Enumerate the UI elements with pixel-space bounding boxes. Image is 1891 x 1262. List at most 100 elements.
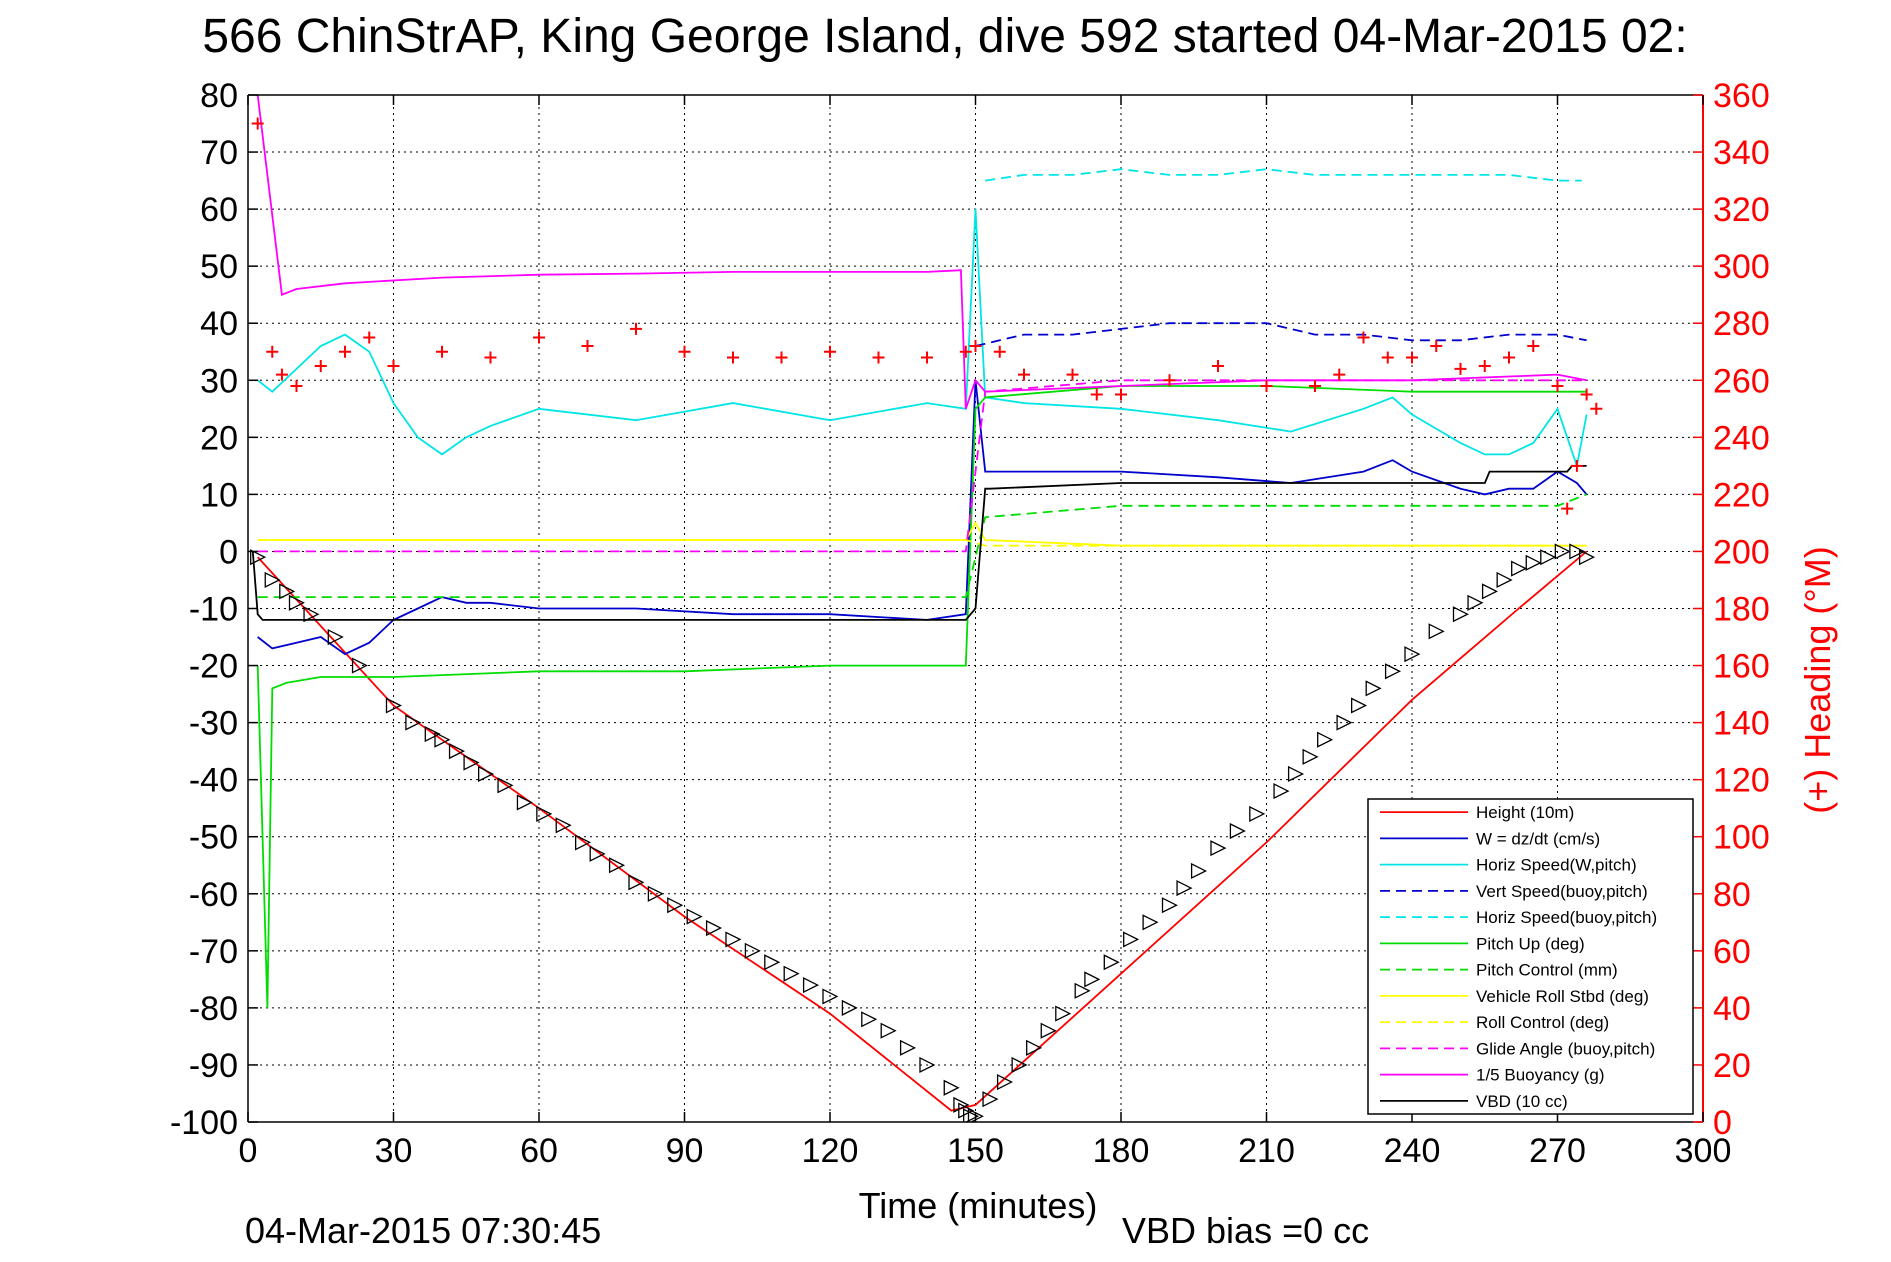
depth-marker [1123,931,1140,948]
depth-marker [608,857,626,874]
depth-marker [1229,822,1246,840]
y-tick-label: -20 [189,648,238,686]
y-tick-label: -80 [189,990,238,1028]
series-line-1 [257,380,1588,656]
depth-marker [744,942,761,959]
depth-marker [288,594,305,611]
depth-marker [686,908,703,925]
heading-marker [1527,340,1540,353]
depth-marker [575,834,592,851]
depth-marker [1336,714,1353,731]
depth-marker [351,657,369,674]
depth-marker [1569,543,1586,560]
y2-tick-label: 340 [1713,134,1770,172]
depth-marker [1428,623,1445,640]
series-line-3 [975,322,1587,347]
depth-marker [899,1039,917,1056]
depth-marker [783,965,800,982]
y2-tick-label: 100 [1713,819,1770,857]
depth-marker [1384,663,1402,680]
heading-marker [533,331,545,344]
heading-marker [251,117,264,130]
depth-marker [589,845,606,862]
y2-tick-label: 60 [1713,933,1751,971]
x-tick-label: 120 [802,1132,859,1170]
series-line-10 [256,95,1587,410]
heading-marker [275,368,288,381]
depth-marker [327,628,344,646]
y2-tick-label: 160 [1713,648,1770,686]
heading-marker [969,340,982,353]
legend-label: 1/5 Buoyancy (g) [1476,1066,1605,1085]
footer-timestamp: 04-Mar-2015 07:30:45 [245,1210,601,1251]
depth-marker [963,1108,980,1122]
y-tick-label: -30 [189,705,238,743]
depth-marker [1190,862,1208,880]
heading-marker [1551,379,1564,392]
y2-tick-label: 120 [1713,762,1770,800]
depth-marker [279,583,296,600]
depth-marker [943,1079,960,1096]
depth-marker [919,1056,936,1073]
depth-marker [1011,1056,1028,1073]
heading-marker [727,351,739,364]
footer-vbd-bias: VBD bias =0 cc [1122,1210,1369,1251]
depth-marker [405,714,422,731]
y2-tick-label: 240 [1713,419,1770,457]
heading-marker [678,345,691,358]
depth-marker [996,1074,1014,1091]
depth-marker [1554,543,1571,560]
depth-marker [1351,697,1368,714]
heading-marker [1570,459,1583,472]
y2-tick-label: 300 [1713,248,1770,286]
heading-marker [266,345,279,358]
heading-marker [1066,368,1079,381]
heading-marker [339,345,351,358]
depth-marker [705,919,723,937]
heading-marker [630,322,642,335]
heading-marker [1018,368,1030,381]
axis-ticks: 0 30 60 90 120 150 180 210 240 270 300807060504030… [170,77,1770,1170]
heading-marker [581,340,594,353]
depth-marker [385,697,402,714]
y-tick-label: -10 [189,591,238,629]
series-line-11 [251,464,1587,621]
x-tick-label: 240 [1384,1132,1441,1170]
depth-marker [303,606,320,623]
y-tick-label: 50 [200,248,238,286]
heading-marker [387,360,400,373]
y2-tick-label: 0 [1713,1104,1732,1142]
x-axis-label: Time (minutes) [859,1185,1098,1226]
legend-label: W = dz/dt (cm/s) [1476,829,1600,848]
heading-marker [1430,340,1443,353]
depth-marker [1481,583,1499,600]
heading-marker [1333,368,1346,381]
legend-box [1367,798,1694,1115]
depth-marker [841,999,858,1016]
legend-label: Vehicle Roll Stbd (deg) [1476,987,1649,1006]
heading-marker [872,351,885,364]
legend-label: Horiz Speed(buoy,pitch) [1476,908,1657,927]
y2-tick-label: 320 [1713,191,1770,229]
depth-marker [958,1102,975,1119]
heading-marker [436,345,448,358]
legend-label: Vert Speed(buoy,pitch) [1476,882,1648,901]
depth-marker [1287,765,1305,783]
depth-marker [982,1091,999,1108]
depth-marker [1055,1005,1072,1022]
depth-marker [1161,897,1178,914]
y-tick-label: -70 [189,933,238,971]
y-tick-label: 20 [200,419,238,457]
heading-marker [959,345,972,358]
y-tick-label: 80 [200,77,238,115]
depth-marker [953,1096,970,1113]
depth-marker [647,885,664,902]
y2-tick-label: 200 [1713,533,1770,571]
heading-marker [290,379,303,392]
depth-marker [1496,571,1513,589]
depth-marker [1404,646,1421,663]
depth-marker [764,954,781,971]
depth-marker [1176,880,1193,897]
depth-marker [628,874,645,891]
